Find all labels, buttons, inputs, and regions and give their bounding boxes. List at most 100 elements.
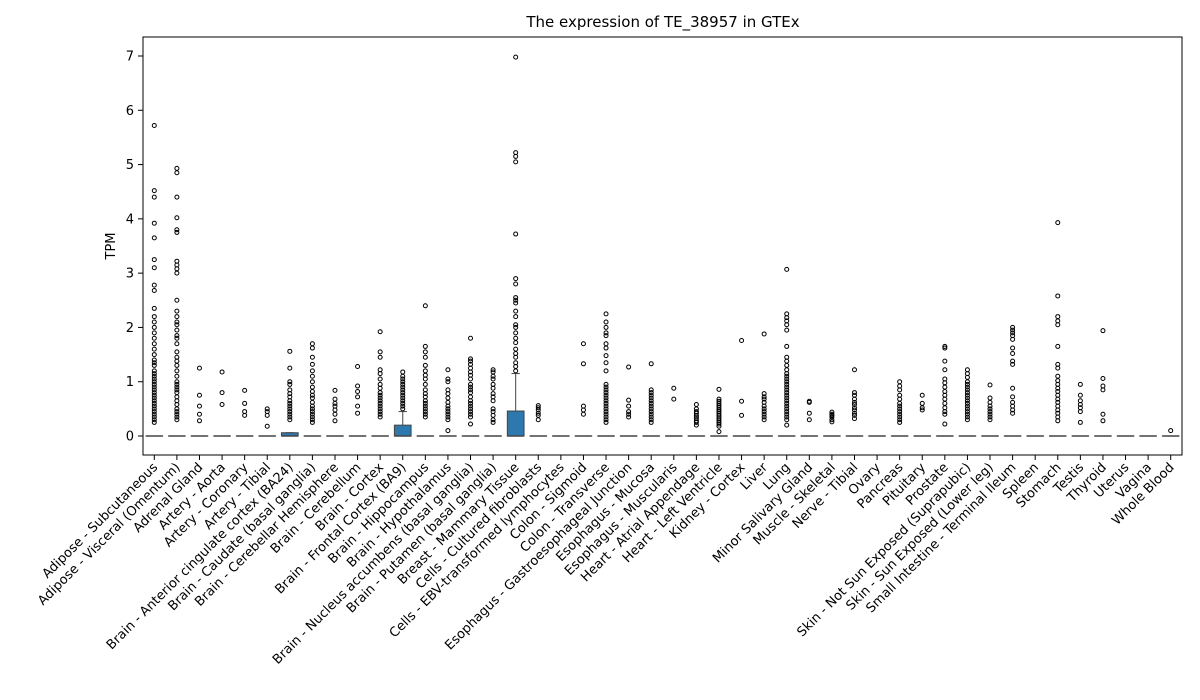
outlier-point bbox=[761, 409, 767, 415]
outlier-point bbox=[377, 371, 383, 377]
outlier-point bbox=[287, 391, 293, 397]
outlier-point bbox=[400, 387, 406, 393]
outlier-point bbox=[603, 360, 609, 366]
outlier-point bbox=[987, 406, 993, 412]
outlier-point bbox=[1010, 324, 1016, 330]
outlier-point bbox=[1077, 419, 1083, 425]
outlier-point bbox=[784, 315, 790, 321]
outlier-point bbox=[422, 403, 428, 409]
outlier-point bbox=[1010, 345, 1016, 351]
outlier-point bbox=[626, 397, 632, 403]
outlier-point bbox=[603, 417, 609, 423]
box-group bbox=[213, 369, 231, 437]
outlier-point bbox=[219, 369, 225, 375]
outlier-point bbox=[964, 417, 970, 423]
outlier-point bbox=[648, 395, 654, 401]
outlier-point bbox=[468, 390, 474, 396]
outlier-point bbox=[287, 409, 293, 415]
outlier-point bbox=[603, 403, 609, 409]
outlier-point bbox=[964, 395, 970, 401]
outlier-point bbox=[603, 392, 609, 398]
outlier-point bbox=[400, 376, 406, 382]
outlier-point bbox=[897, 414, 903, 420]
outlier-point bbox=[422, 362, 428, 368]
box-group bbox=[235, 387, 254, 437]
outlier-point bbox=[1055, 396, 1061, 402]
outlier-point bbox=[784, 384, 790, 390]
outlier-point bbox=[422, 409, 428, 415]
box-group bbox=[280, 348, 299, 437]
outlier-point bbox=[1010, 407, 1016, 413]
outlier-point bbox=[1055, 220, 1061, 226]
outlier-point bbox=[151, 352, 157, 358]
outlier-point bbox=[513, 54, 519, 60]
outlier-point bbox=[174, 194, 180, 200]
outlier-point bbox=[942, 384, 948, 390]
outlier-point bbox=[513, 354, 519, 360]
plot-area bbox=[145, 54, 1180, 437]
outlier-point bbox=[174, 384, 180, 390]
outlier-point bbox=[513, 159, 519, 165]
outlier-point bbox=[535, 410, 541, 416]
outlier-point bbox=[987, 382, 993, 388]
box-group bbox=[1071, 381, 1090, 437]
outlier-point bbox=[784, 411, 790, 417]
outlier-point bbox=[897, 400, 903, 406]
outlier-point bbox=[897, 411, 903, 417]
outlier-point bbox=[964, 392, 970, 398]
outlier-point bbox=[513, 231, 519, 237]
outlier-point bbox=[490, 385, 496, 391]
outlier-point bbox=[964, 381, 970, 387]
outlier-point bbox=[513, 335, 519, 341]
outlier-point bbox=[513, 330, 519, 336]
outlier-point bbox=[784, 392, 790, 398]
outlier-point bbox=[151, 335, 157, 341]
outlier-point bbox=[264, 406, 270, 412]
y-axis: 0 1 2 3 4 5 6 7 bbox=[126, 50, 143, 445]
outlier-point bbox=[309, 411, 315, 417]
outlier-point bbox=[603, 400, 609, 406]
outlier-point bbox=[377, 392, 383, 398]
outlier-point bbox=[1010, 394, 1016, 400]
outlier-point bbox=[761, 396, 767, 402]
outlier-point bbox=[964, 403, 970, 409]
y-tick-label: 3 bbox=[126, 267, 134, 282]
outlier-point bbox=[964, 409, 970, 415]
outlier-point bbox=[151, 319, 157, 325]
outlier-point bbox=[716, 418, 722, 424]
outlier-point bbox=[377, 329, 383, 335]
outlier-point bbox=[964, 379, 970, 385]
outlier-point bbox=[309, 392, 315, 398]
outlier-point bbox=[829, 414, 835, 420]
outlier-point bbox=[535, 405, 541, 411]
box-group bbox=[823, 409, 841, 437]
outlier-point bbox=[693, 402, 699, 408]
outlier-point bbox=[761, 417, 767, 423]
outlier-point bbox=[761, 414, 767, 420]
box-group bbox=[800, 398, 819, 437]
outlier-point bbox=[851, 410, 857, 416]
outlier-point bbox=[151, 305, 157, 311]
outlier-point bbox=[513, 281, 519, 287]
outlier-point bbox=[264, 423, 270, 429]
outlier-point bbox=[806, 399, 812, 405]
outlier-point bbox=[196, 365, 202, 371]
outlier-point bbox=[1055, 293, 1061, 299]
outlier-point bbox=[897, 379, 903, 385]
box-group bbox=[687, 402, 706, 437]
outlier-point bbox=[174, 270, 180, 276]
outlier-point bbox=[919, 405, 925, 411]
outlier-point bbox=[784, 381, 790, 387]
outlier-point bbox=[174, 341, 180, 347]
outlier-point bbox=[626, 364, 632, 370]
outlier-point bbox=[513, 340, 519, 346]
outlier-point bbox=[897, 419, 903, 425]
outlier-point bbox=[1055, 385, 1061, 391]
outlier-point bbox=[829, 419, 835, 425]
outlier-point bbox=[400, 392, 406, 398]
outlier-point bbox=[942, 411, 948, 417]
outlier-point bbox=[400, 381, 406, 387]
outlier-point bbox=[377, 411, 383, 417]
outlier-point bbox=[648, 392, 654, 398]
box-group bbox=[642, 361, 661, 437]
